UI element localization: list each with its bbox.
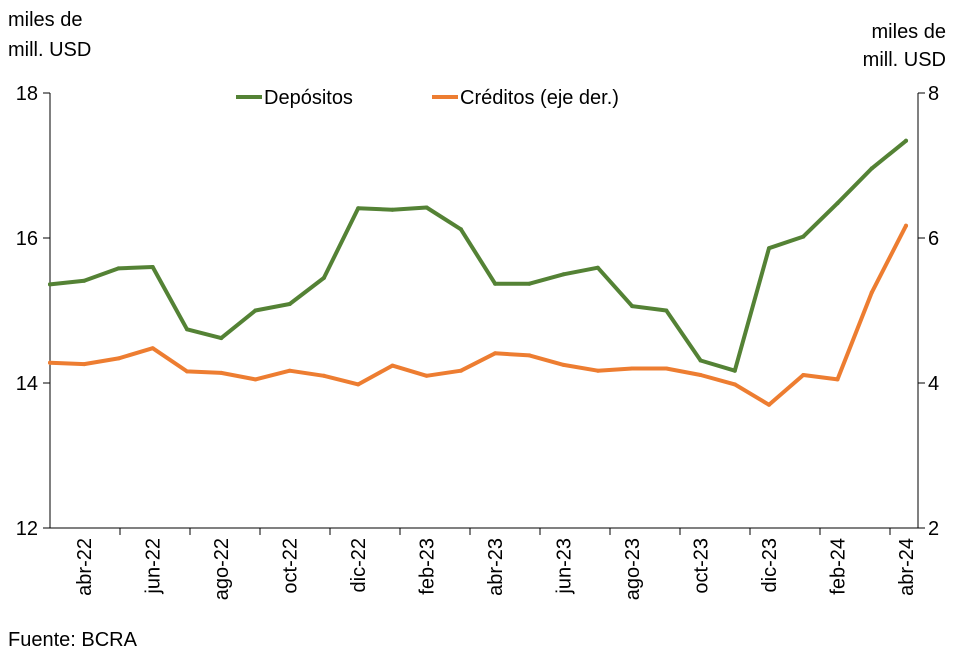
data-point-depositos xyxy=(561,272,566,277)
data-point-depositos xyxy=(767,246,771,251)
data-point-creditos xyxy=(185,369,189,374)
left-axis-label-line-2: mill. USD xyxy=(8,39,91,61)
x-tick-label: oct-23 xyxy=(691,538,713,594)
right-axis-label-line-2: mill. USD xyxy=(863,49,946,71)
data-point-creditos xyxy=(82,362,87,367)
data-point-creditos xyxy=(253,377,258,382)
left-y-tick-label: 12 xyxy=(16,518,38,540)
right-y-tick-label: 4 xyxy=(928,373,939,395)
x-tick-label: abr-23 xyxy=(485,538,507,596)
right-y-tick-label: 6 xyxy=(928,228,939,250)
data-point-creditos xyxy=(732,382,737,387)
data-point-creditos xyxy=(287,368,292,373)
x-tick-label: dic-23 xyxy=(759,538,781,592)
x-tick-label: abr-24 xyxy=(896,538,918,596)
data-point-depositos xyxy=(835,201,840,206)
x-tick-label: ago-22 xyxy=(211,538,233,600)
data-point-depositos xyxy=(664,308,669,313)
data-point-creditos xyxy=(390,363,395,368)
left-axis-label-line-1: miles de xyxy=(8,9,82,31)
x-tick-label: oct-22 xyxy=(280,538,302,594)
data-point-depositos xyxy=(904,138,908,143)
data-point-depositos xyxy=(287,302,292,306)
data-point-depositos xyxy=(801,234,806,239)
data-point-depositos xyxy=(390,207,395,212)
data-point-creditos xyxy=(835,377,840,382)
data-point-creditos xyxy=(219,370,224,375)
data-point-creditos xyxy=(698,373,703,377)
data-point-creditos xyxy=(801,373,806,377)
data-point-creditos xyxy=(869,290,874,295)
data-point-creditos xyxy=(48,360,52,365)
series-line-depositos xyxy=(48,138,908,373)
series-lines xyxy=(48,138,908,407)
data-point-depositos xyxy=(698,358,703,363)
source-note: Fuente: BCRA xyxy=(8,629,138,651)
data-point-depositos xyxy=(150,265,155,269)
data-point-creditos xyxy=(116,356,121,361)
left-y-tick-label: 18 xyxy=(16,83,38,105)
left-y-tick-label: 16 xyxy=(16,228,38,250)
x-tick-label: abr-22 xyxy=(74,538,96,596)
data-point-depositos xyxy=(321,275,326,280)
data-point-depositos xyxy=(630,304,635,309)
data-point-depositos xyxy=(185,327,189,332)
data-point-depositos xyxy=(493,281,498,286)
data-point-depositos xyxy=(595,265,600,270)
data-point-creditos xyxy=(595,368,600,373)
data-point-depositos xyxy=(869,166,874,171)
data-point-depositos xyxy=(424,205,429,210)
data-point-creditos xyxy=(321,373,326,378)
data-point-creditos xyxy=(561,362,566,367)
legend-label-depositos: Depósitos xyxy=(264,87,353,109)
x-tick-label: dic-22 xyxy=(348,538,370,592)
x-tick-label: feb-24 xyxy=(828,538,850,595)
data-point-creditos xyxy=(664,366,669,371)
x-tick-label: ago-23 xyxy=(622,538,644,600)
data-point-creditos xyxy=(458,368,463,373)
data-point-creditos xyxy=(493,351,498,356)
legend: Depósitos Créditos (eje der.) xyxy=(236,87,619,109)
data-point-depositos xyxy=(48,282,52,287)
right-y-tick-label: 8 xyxy=(928,83,939,105)
left-y-tick-label: 14 xyxy=(16,373,38,395)
x-tick-label: jun-22 xyxy=(143,538,165,595)
right-y-tick-label: 2 xyxy=(928,518,939,540)
x-tick-label: feb-23 xyxy=(417,538,439,595)
data-point-depositos xyxy=(219,336,224,341)
data-point-depositos xyxy=(527,281,532,286)
data-point-depositos xyxy=(458,227,463,232)
data-point-depositos xyxy=(253,308,258,313)
data-point-depositos xyxy=(732,368,737,373)
axis-ticks: 12 14 16 18 2 4 6 8 abr-22 jun-22 ago-22 oct-22 dic-… xyxy=(16,83,939,600)
right-axis-label-line-1: miles de xyxy=(872,21,946,43)
legend-label-creditos: Créditos (eje der.) xyxy=(460,87,619,109)
data-point-creditos xyxy=(150,346,155,351)
data-point-creditos xyxy=(356,382,361,387)
data-point-creditos xyxy=(527,353,532,358)
series-line-creditos xyxy=(48,223,908,407)
data-point-depositos xyxy=(116,266,121,271)
data-point-depositos xyxy=(356,206,361,211)
axes xyxy=(49,93,919,529)
data-point-creditos xyxy=(630,366,635,371)
x-tick-label: jun-23 xyxy=(554,538,576,595)
data-point-depositos xyxy=(82,278,87,283)
data-point-creditos xyxy=(767,402,771,407)
data-point-creditos xyxy=(904,223,908,228)
data-point-creditos xyxy=(424,373,429,378)
